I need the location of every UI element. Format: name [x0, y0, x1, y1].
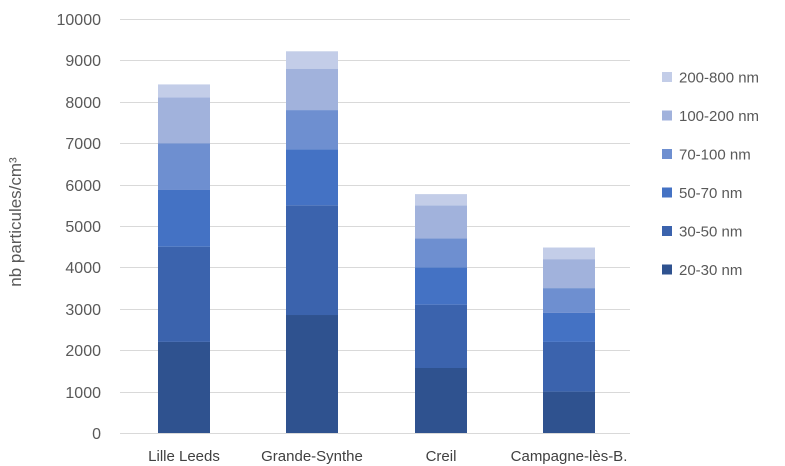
bar-segment — [158, 341, 210, 433]
legend-item: 50-70 nm — [662, 185, 742, 202]
y-tick-label: 1000 — [65, 385, 101, 402]
legend-swatch — [662, 72, 672, 82]
legend-label: 30-50 nm — [679, 224, 742, 241]
y-tick-label: 2000 — [65, 343, 101, 360]
bar-segment — [415, 194, 467, 206]
y-tick-label: 6000 — [65, 178, 101, 195]
bar-stack — [415, 194, 467, 433]
bar-segment — [415, 238, 467, 268]
legend-label: 100-200 nm — [679, 108, 759, 125]
y-tick-label: 10000 — [57, 12, 102, 29]
bar-segment — [158, 143, 210, 190]
bar-segment — [158, 246, 210, 342]
bar-segment — [543, 247, 595, 260]
bar-segment — [286, 51, 338, 69]
legend: 200-800 nm 100-200 nm 70-100 nm 50-70 nm 30-… — [662, 70, 759, 279]
legend-item: 100-200 nm — [662, 108, 759, 125]
x-axis-categories: Lille Leeds Grande-Synthe Creil Campagne-lè… — [148, 448, 627, 465]
legend-item: 70-100 nm — [662, 147, 751, 164]
y-tick-label: 3000 — [65, 302, 101, 319]
y-tick-label: 9000 — [65, 53, 101, 70]
x-category-label: Lille Leeds — [148, 448, 220, 465]
bar-segment — [543, 391, 595, 433]
bar-segment — [286, 110, 338, 150]
bars — [158, 51, 595, 433]
y-tick-label: 5000 — [65, 219, 101, 236]
bar-stack — [158, 84, 210, 433]
bar-segment — [415, 205, 467, 239]
bar-segment — [543, 288, 595, 313]
legend-label: 70-100 nm — [679, 147, 751, 164]
legend-swatch — [662, 187, 672, 198]
x-category-label: Campagne-lès-B. — [511, 448, 628, 465]
x-category-label: Grande-Synthe — [261, 448, 363, 465]
bar-segment — [543, 312, 595, 342]
bar-segment — [415, 368, 467, 433]
y-tick-label: 7000 — [65, 136, 101, 153]
y-tick-label: 8000 — [65, 95, 101, 112]
y-axis-ticks: 0 1000 2000 3000 4000 5000 6000 7000 8000 9000 100… — [57, 12, 102, 443]
y-tick-label: 0 — [92, 426, 101, 443]
bar-segment — [286, 205, 338, 316]
bar-stack — [286, 51, 338, 433]
bar-stack — [543, 247, 595, 433]
bar-segment — [543, 259, 595, 289]
legend-swatch — [662, 264, 672, 275]
x-category-label: Creil — [426, 448, 457, 465]
y-axis-label: nb particules/cm³ — [6, 157, 25, 287]
bar-segment — [286, 315, 338, 433]
bar-segment — [158, 189, 210, 247]
legend-item: 30-50 nm — [662, 224, 742, 241]
legend-item: 20-30 nm — [662, 262, 742, 279]
bar-segment — [415, 267, 467, 305]
legend-swatch — [662, 226, 672, 236]
legend-label: 50-70 nm — [679, 185, 742, 202]
y-tick-label: 4000 — [65, 260, 101, 277]
legend-swatch — [662, 149, 672, 159]
bar-segment — [158, 97, 210, 144]
legend-label: 20-30 nm — [679, 262, 742, 279]
bar-segment — [158, 84, 210, 98]
bar-segment — [286, 68, 338, 111]
bar-segment — [543, 341, 595, 392]
legend-label: 200-800 nm — [679, 70, 759, 87]
legend-item: 200-800 nm — [662, 70, 759, 87]
legend-swatch — [662, 110, 672, 121]
bar-segment — [415, 304, 467, 369]
bar-segment — [286, 149, 338, 206]
